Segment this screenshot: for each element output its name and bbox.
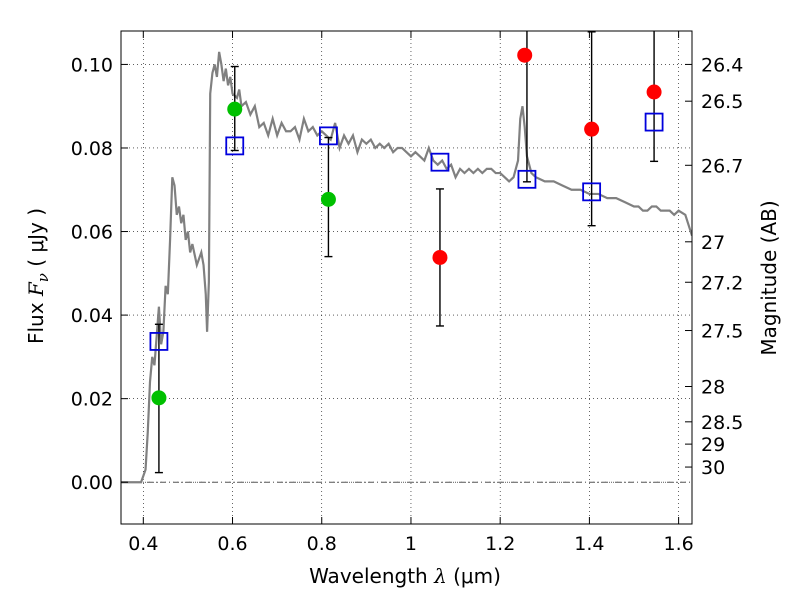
y-axis-label: Flux Fν ( μJy ) [24,208,52,344]
magnitude-tick-label: 29 [701,434,725,456]
y-tick-label: 0.06 [71,222,113,244]
model-point [149,332,169,351]
y-tick-label: 0.04 [71,305,113,327]
data-point [320,191,336,207]
magnitude-tick-label: 28.5 [701,412,743,434]
data-point [517,47,533,63]
magnitude-tick-label: 30 [701,457,725,479]
error-bars [154,31,659,474]
x-tick-label: 0.6 [217,533,247,555]
x-axis-ticks: 0.4 0.6 0.8 1 1.2 1.4 1.6 [128,31,694,555]
sed-model-line [121,51,692,484]
magnitude-tick-label: 26.5 [701,91,743,113]
model-point [517,169,537,189]
y-tick-label: 0.00 [71,472,113,494]
magnitude-tick-label: 27 [701,232,725,254]
model-photometry-squares [149,112,664,351]
y-tick-label: 0.08 [71,138,113,160]
magnitude-tick-label: 26.7 [701,155,743,177]
data-point [227,101,243,117]
model-point [644,112,664,132]
data-point [646,84,662,100]
x-tick-label: 1 [405,533,417,555]
photometry-dots [151,47,662,406]
y-axis-ticks: 0.00 0.02 0.04 0.06 0.08 0.10 [71,54,128,494]
magnitude-tick-label: 27.5 [701,321,743,343]
x-tick-label: 0.4 [128,533,158,555]
model-point [430,152,450,172]
x-tick-label: 1.6 [664,533,694,555]
x-tick-label: 0.8 [307,533,337,555]
model-point [319,126,338,146]
magnitude-tick-label: 26.4 [701,54,743,76]
data-point [151,390,167,406]
model-point [225,136,245,156]
x-tick-label: 1.4 [574,533,604,555]
y-tick-label: 0.10 [71,54,113,76]
x-axis-label: Wavelength λ (μm) [309,564,501,588]
magnitude-tick-label: 28 [701,377,725,399]
magnitude-tick-label: 27.2 [701,272,743,294]
plot-frame [120,30,693,525]
data-point [584,121,600,137]
model-point [582,182,602,202]
data-point [432,249,448,265]
right-axis-label: Magnitude (AB) [757,200,781,355]
y-tick-label: 0.02 [71,389,113,411]
x-tick-label: 1.2 [485,533,515,555]
